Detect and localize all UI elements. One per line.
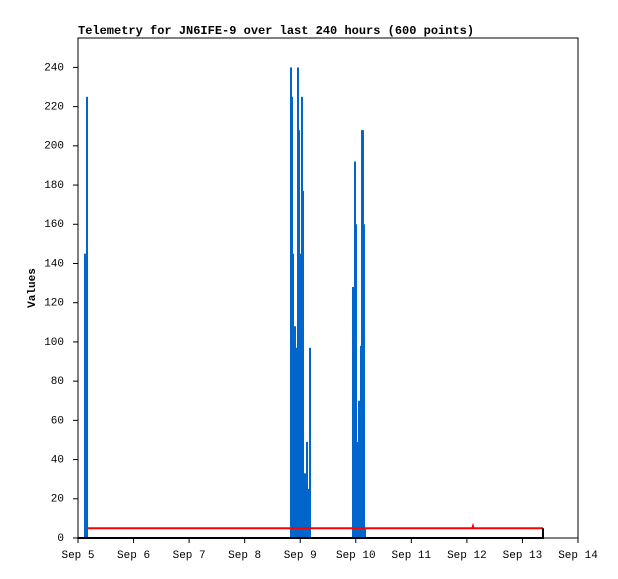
y-tick-label: 0 [57,533,64,545]
x-tick-label: Sep 7 [173,550,206,562]
bar [306,441,308,538]
bar [86,96,88,538]
y-tick-label: 100 [44,337,64,349]
bar [364,528,366,538]
x-tick-label: Sep 9 [284,550,317,562]
bar [302,190,304,539]
y-tick-label: 120 [44,298,64,310]
y-tick-label: 220 [44,102,64,114]
bar [304,473,306,538]
y-tick-label: 200 [44,141,64,153]
line [88,522,543,530]
y-tick-label: 20 [51,494,64,506]
y-axis-label: Values [27,268,39,308]
bar [309,347,311,538]
plot-frame [77,37,579,539]
y-tick-label: 140 [44,258,64,270]
bar [292,253,294,538]
x-tick-label: Sep 8 [228,550,261,562]
x-tick-label: Sep 14 [558,550,598,562]
bar [363,224,365,538]
bar [299,253,301,538]
bar [355,224,357,538]
y-tick-label: 160 [44,219,64,231]
x-tick-label: Sep 12 [447,550,487,562]
x-tick-label: Sep 6 [117,550,150,562]
x-tick-label: Sep 5 [61,550,94,562]
y-tick-label: 180 [44,180,64,192]
x-tick-label: Sep 10 [336,550,376,562]
y-tick-label: 40 [51,454,64,466]
y-tick-label: 80 [51,376,64,388]
bar [352,287,354,538]
y-tick-label: 240 [44,62,64,74]
bar [84,253,86,538]
y-tick-label: 60 [51,415,64,427]
bar [358,400,360,538]
x-tick-label: Sep 13 [503,550,543,562]
chart-title: Telemetry for JN6IFE-9 over last 240 hou… [78,24,474,38]
bar [295,347,297,538]
x-tick-label: Sep 11 [392,550,432,562]
